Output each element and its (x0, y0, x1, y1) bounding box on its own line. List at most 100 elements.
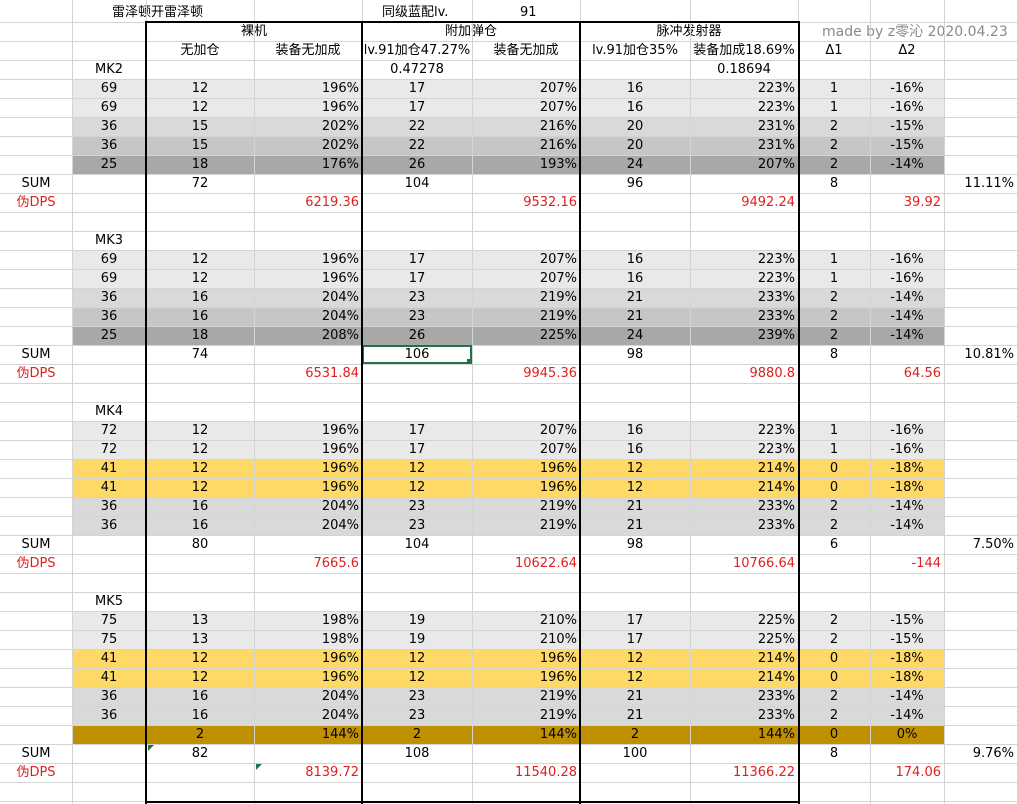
dps-delta2[interactable]: 64.56 (903, 366, 941, 381)
table-cell[interactable]: 26 (362, 155, 472, 174)
table-cell[interactable]: -14% (870, 307, 944, 326)
table-cell[interactable]: -16% (870, 250, 944, 269)
table-cell[interactable]: 21 (580, 497, 690, 516)
table-cell[interactable]: 12 (146, 668, 254, 687)
sum-bare[interactable]: 82 (191, 746, 209, 761)
table-cell[interactable]: 0% (870, 725, 944, 744)
table-cell[interactable]: 16 (146, 516, 254, 535)
section-label[interactable]: MK5 (95, 594, 124, 609)
table-cell[interactable]: 75 (72, 630, 146, 649)
dps-bare[interactable]: 6531.84 (305, 366, 359, 381)
table-cell[interactable]: 18 (146, 155, 254, 174)
table-cell[interactable]: 144% (472, 725, 580, 744)
table-cell[interactable]: 233% (690, 307, 798, 326)
table-cell[interactable]: 225% (690, 630, 798, 649)
table-cell[interactable]: 26 (362, 326, 472, 345)
table-cell[interactable]: 12 (580, 459, 690, 478)
table-cell[interactable]: 2 (798, 611, 870, 630)
table-cell[interactable]: 202% (254, 136, 362, 155)
sum-pulse[interactable]: 98 (626, 537, 644, 552)
level-value[interactable]: 91 (520, 5, 537, 20)
table-cell[interactable]: 196% (472, 649, 580, 668)
table-cell[interactable]: 196% (472, 459, 580, 478)
table-cell[interactable]: 2 (146, 725, 254, 744)
table-cell[interactable]: -18% (870, 668, 944, 687)
table-cell[interactable]: 24 (580, 326, 690, 345)
table-cell[interactable]: 12 (362, 478, 472, 497)
table-cell[interactable]: 36 (72, 117, 146, 136)
table-cell[interactable]: 2 (798, 497, 870, 516)
table-cell[interactable]: 17 (362, 440, 472, 459)
sum-pulse[interactable]: 100 (622, 746, 648, 761)
dps-bare[interactable]: 8139.72 (305, 765, 359, 780)
table-cell[interactable]: 1 (798, 269, 870, 288)
table-cell[interactable]: 23 (362, 288, 472, 307)
group-header-magazine[interactable]: 附加弹仓 (444, 24, 497, 39)
table-cell[interactable]: 69 (72, 269, 146, 288)
table-cell[interactable]: 204% (254, 706, 362, 725)
table-cell[interactable]: 223% (690, 421, 798, 440)
column-subheader[interactable]: lv.91加仓47.27% (363, 43, 471, 58)
dps-delta2[interactable]: -144 (911, 556, 941, 571)
table-cell[interactable]: 0 (798, 478, 870, 497)
table-cell[interactable]: 214% (690, 668, 798, 687)
table-cell[interactable]: 25 (72, 326, 146, 345)
table-cell[interactable]: 207% (472, 269, 580, 288)
sum-bare[interactable]: 72 (191, 176, 209, 191)
table-cell[interactable]: 225% (472, 326, 580, 345)
table-cell[interactable]: 2 (798, 117, 870, 136)
table-cell[interactable]: 223% (690, 440, 798, 459)
table-cell[interactable]: 2 (362, 725, 472, 744)
table-cell[interactable]: 196% (254, 250, 362, 269)
table-cell[interactable]: 23 (362, 516, 472, 535)
table-cell[interactable]: 1 (798, 250, 870, 269)
table-cell[interactable]: 196% (254, 668, 362, 687)
table-cell[interactable]: 207% (690, 155, 798, 174)
table-cell[interactable]: 16 (580, 79, 690, 98)
sum-label[interactable]: SUM (21, 347, 51, 362)
table-cell[interactable]: -18% (870, 649, 944, 668)
table-cell[interactable]: 19 (362, 611, 472, 630)
table-cell[interactable]: 21 (580, 687, 690, 706)
table-cell[interactable]: 204% (254, 687, 362, 706)
table-cell[interactable]: 2 (798, 706, 870, 725)
column-subheader[interactable]: 无加仓 (180, 43, 220, 58)
table-cell[interactable]: 204% (254, 497, 362, 516)
table-cell[interactable]: 196% (254, 98, 362, 117)
table-cell[interactable]: -18% (870, 459, 944, 478)
sum-label[interactable]: SUM (21, 537, 51, 552)
table-cell[interactable]: 17 (362, 421, 472, 440)
table-cell[interactable]: 196% (254, 440, 362, 459)
table-cell[interactable]: -14% (870, 288, 944, 307)
column-subheader[interactable]: 装备无加成 (275, 43, 341, 58)
table-cell[interactable]: 25 (72, 155, 146, 174)
table-cell[interactable]: 12 (146, 440, 254, 459)
table-cell[interactable]: -15% (870, 611, 944, 630)
table-cell[interactable]: 16 (146, 307, 254, 326)
table-cell[interactable]: 219% (472, 307, 580, 326)
table-cell[interactable]: -14% (870, 516, 944, 535)
table-cell[interactable]: 21 (580, 516, 690, 535)
sum-delta1[interactable]: 8 (829, 347, 839, 362)
table-cell[interactable]: 23 (362, 706, 472, 725)
dps-label[interactable]: 伪DPS (16, 366, 56, 381)
dps-label[interactable]: 伪DPS (16, 195, 56, 210)
table-cell[interactable]: 219% (472, 687, 580, 706)
table-cell[interactable]: 225% (690, 611, 798, 630)
table-cell[interactable]: 16 (580, 421, 690, 440)
table-cell[interactable]: 23 (362, 497, 472, 516)
table-cell[interactable]: 22 (362, 136, 472, 155)
table-cell[interactable]: 22 (362, 117, 472, 136)
sum-percent[interactable]: 9.76% (972, 746, 1014, 761)
table-cell[interactable]: 2 (798, 136, 870, 155)
table-cell[interactable]: 69 (72, 250, 146, 269)
table-cell[interactable]: 23 (362, 687, 472, 706)
table-cell[interactable]: 15 (146, 117, 254, 136)
table-cell[interactable]: 1 (798, 421, 870, 440)
table-cell[interactable]: 2 (580, 725, 690, 744)
table-cell[interactable]: 2 (798, 288, 870, 307)
table-cell[interactable]: 219% (472, 706, 580, 725)
table-cell[interactable]: 204% (254, 288, 362, 307)
table-cell[interactable]: 21 (580, 307, 690, 326)
column-subheader[interactable]: Δ2 (898, 43, 916, 58)
